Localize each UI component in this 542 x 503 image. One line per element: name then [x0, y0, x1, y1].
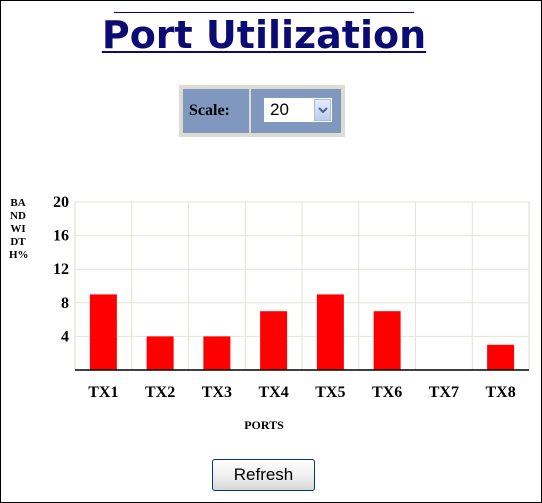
scale-control: Scale: 20: [179, 85, 345, 137]
title-rule: [114, 12, 414, 13]
scale-select-value: 20: [270, 100, 289, 119]
x-tick-label: TX1: [88, 384, 118, 401]
refresh-button[interactable]: Refresh: [212, 459, 315, 491]
bar: [89, 294, 117, 370]
x-tick-label: TX8: [486, 384, 516, 401]
bar: [146, 336, 174, 370]
scale-divider: [249, 89, 251, 133]
x-tick-label: TX2: [145, 384, 175, 401]
scale-control-inner: Scale: 20: [183, 89, 341, 133]
bar: [203, 336, 231, 370]
page-title: Port Utilization: [101, 13, 427, 57]
y-tick-label: 4: [61, 328, 69, 345]
x-tick-label: TX3: [202, 384, 232, 401]
chevron-down-icon: [318, 107, 328, 114]
bar: [316, 294, 344, 370]
y-axis-label: BANDWIDTH%: [9, 197, 29, 261]
bar: [487, 344, 515, 370]
scale-select[interactable]: 20: [263, 97, 333, 123]
dropdown-button[interactable]: [314, 99, 331, 121]
x-tick-label: TX7: [429, 384, 459, 401]
y-tick-label: 12: [53, 261, 69, 278]
bar: [373, 311, 401, 370]
x-tick-label: TX4: [259, 384, 289, 401]
x-tick-label: TX6: [372, 384, 402, 401]
bar: [260, 311, 288, 370]
y-tick-label: 16: [53, 228, 69, 245]
x-axis-label: PORTS: [244, 418, 284, 432]
y-tick-label: 8: [61, 295, 69, 312]
y-tick-label: 20: [53, 194, 69, 211]
scale-label: Scale:: [189, 102, 230, 119]
x-tick-label: TX5: [315, 384, 345, 401]
